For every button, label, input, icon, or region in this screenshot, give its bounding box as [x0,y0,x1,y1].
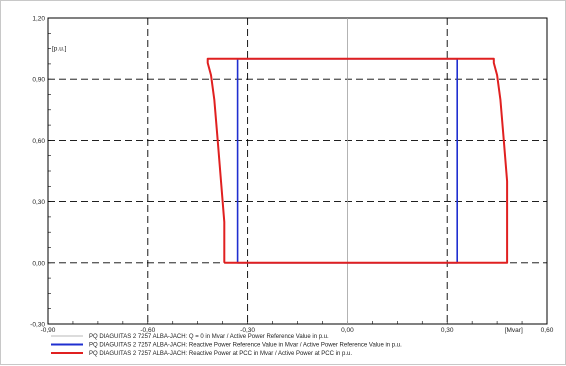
x-tick-label: -0,60 [140,327,155,334]
legend-label-0: PQ DIAGUITAS 2 7257 ALBA-JACH: Q = 0 in … [89,334,329,340]
y-unit-label: [p.u.] [52,46,67,53]
x-tick-label: -0,30 [240,327,255,334]
x-unit-label: [Mvar] [505,327,523,334]
legend-label-2: PQ DIAGUITAS 2 7257 ALBA-JACH: Reactive … [89,351,352,357]
y-tick-label: 0,30 [32,199,45,206]
x-tick-label: 0,00 [341,327,354,334]
series-line-2 [206,57,509,264]
x-tick-label: 0,60 [541,327,554,334]
x-tick-label: -0,90 [41,327,56,334]
y-tick-label: 0,60 [32,138,45,145]
y-tick-label: 0,00 [32,260,45,267]
y-tick-label: 1,20 [32,16,45,23]
plot-border [47,17,548,325]
x-tick-label: 0,30 [441,327,454,334]
legend-label-1: PQ DIAGUITAS 2 7257 ALBA-JACH: Reactive … [89,343,402,349]
y-tick-label: 0,90 [32,77,45,84]
plot-area [48,18,547,324]
y-tick-label: -0,30 [30,322,45,329]
